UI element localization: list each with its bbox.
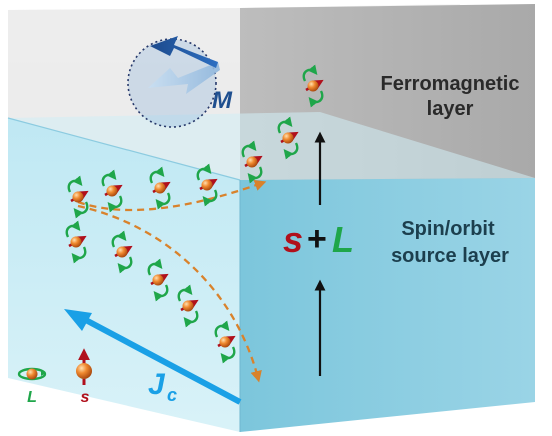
source-side-face xyxy=(240,178,535,432)
source-top-interface xyxy=(8,112,535,180)
legend: L s xyxy=(17,348,92,406)
magnetization-label: M xyxy=(212,87,233,114)
current-arrow-head xyxy=(64,309,92,331)
source-label-line2: source layer xyxy=(391,245,509,267)
current-label: J xyxy=(148,368,166,401)
orbital-legend-icon xyxy=(17,367,47,381)
orbital-legend-label: L xyxy=(27,389,37,406)
source-label-line1: Spin/orbit xyxy=(401,218,495,240)
s-plus-l-label: s + L xyxy=(283,219,354,260)
ferromagnetic-label-line1: Ferromagnetic xyxy=(381,73,520,95)
magnetization-ghost-arrow-icon xyxy=(148,62,220,94)
spin-legend-icon xyxy=(76,348,92,385)
magnetization-arrow-icon xyxy=(150,36,218,68)
ferromagnetic-label-line2: layer xyxy=(427,98,474,120)
current-arrow-icon xyxy=(80,315,242,405)
layer-stack xyxy=(7,4,535,432)
spin-legend-label: s xyxy=(81,389,90,406)
s-symbol: s xyxy=(283,219,303,260)
source-front-face xyxy=(8,118,240,432)
current-subscript: c xyxy=(167,385,177,405)
upper-trajectory-arrow xyxy=(77,179,267,212)
current-arrow: J c xyxy=(64,309,242,405)
magnetization: M xyxy=(127,36,233,128)
l-symbol: L xyxy=(332,219,354,260)
plus-symbol: + xyxy=(307,220,327,258)
